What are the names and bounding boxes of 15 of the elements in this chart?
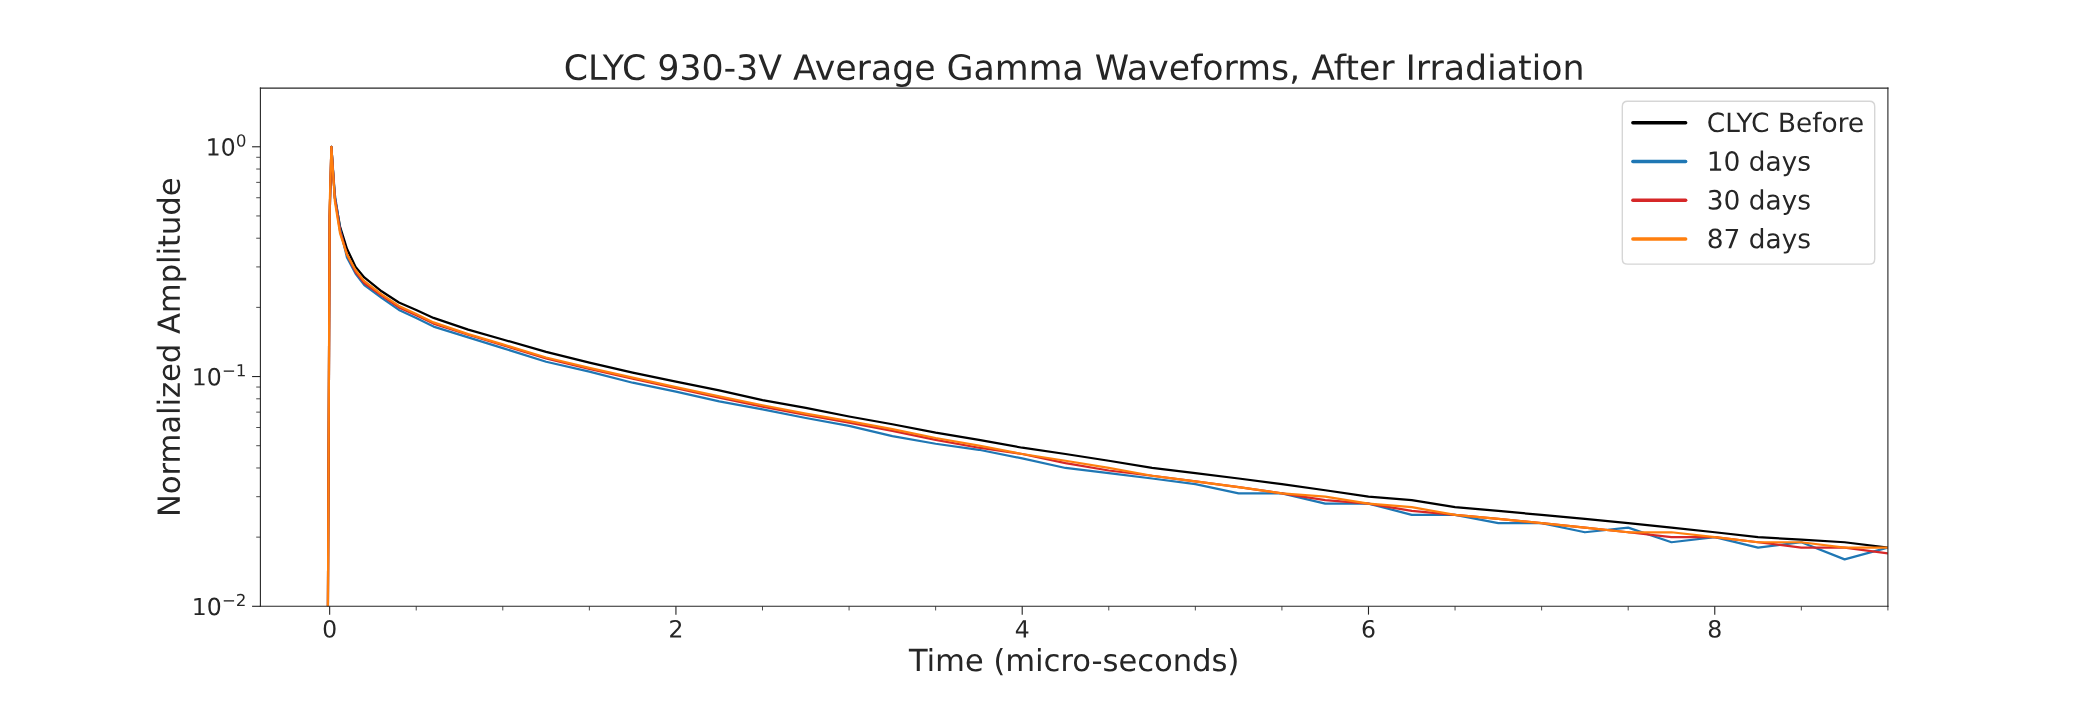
legend-label: 30 days <box>1708 189 1810 215</box>
y-tick-label: 10$^{−1}$ <box>194 364 245 386</box>
legend-label: CLYC Before <box>1708 111 1863 133</box>
y-tick-label: 10$^{−2}$ <box>194 593 245 616</box>
x-tick-label: 6 <box>1362 619 1375 638</box>
x-tick-label: 8 <box>1708 619 1721 638</box>
x-tick-label: 2 <box>670 619 682 638</box>
x-axis-title: Time (micro-seconds) <box>908 647 1237 676</box>
x-tick-label: 0 <box>323 619 336 638</box>
x-tick-label: 4 <box>1015 620 1029 638</box>
y-tick-label: 10$^{0}$ <box>208 134 246 156</box>
chart-title: CLYC 930-3V Average Gamma Waveforms, After Irradiation <box>565 53 1582 88</box>
legend-label: 10 days <box>1709 150 1810 177</box>
legend-label: 87 days <box>1708 228 1810 254</box>
y-axis-title: Normalized Amplitude <box>156 179 187 514</box>
